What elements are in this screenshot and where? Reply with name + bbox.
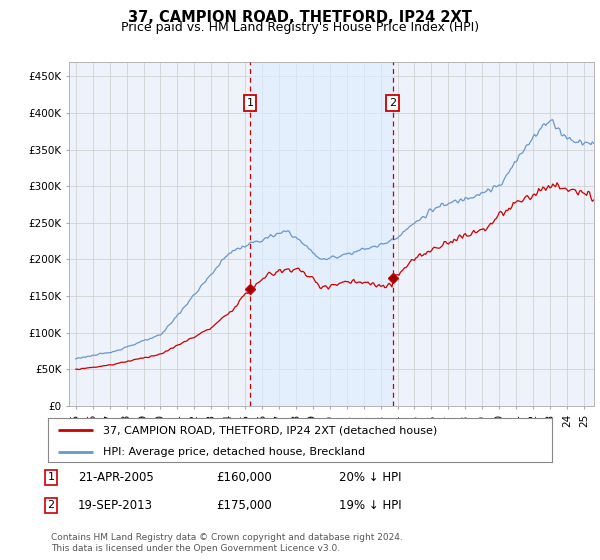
Text: 19% ↓ HPI: 19% ↓ HPI — [339, 498, 401, 512]
Text: 19-SEP-2013: 19-SEP-2013 — [78, 498, 153, 512]
Text: £175,000: £175,000 — [216, 498, 272, 512]
Text: Price paid vs. HM Land Registry's House Price Index (HPI): Price paid vs. HM Land Registry's House … — [121, 21, 479, 34]
Text: 2: 2 — [389, 98, 397, 108]
Bar — [250, 62, 393, 406]
Text: 1: 1 — [47, 472, 55, 482]
Text: Contains HM Land Registry data © Crown copyright and database right 2024.
This d: Contains HM Land Registry data © Crown c… — [51, 533, 403, 553]
Text: £160,000: £160,000 — [216, 470, 272, 484]
Text: 21-APR-2005: 21-APR-2005 — [78, 470, 154, 484]
Text: 37, CAMPION ROAD, THETFORD, IP24 2XT (detached house): 37, CAMPION ROAD, THETFORD, IP24 2XT (de… — [103, 425, 437, 435]
Text: 37, CAMPION ROAD, THETFORD, IP24 2XT: 37, CAMPION ROAD, THETFORD, IP24 2XT — [128, 10, 472, 25]
Text: HPI: Average price, detached house, Breckland: HPI: Average price, detached house, Brec… — [103, 447, 365, 458]
Text: 20% ↓ HPI: 20% ↓ HPI — [339, 470, 401, 484]
Text: 2: 2 — [47, 500, 55, 510]
Text: 1: 1 — [247, 98, 254, 108]
